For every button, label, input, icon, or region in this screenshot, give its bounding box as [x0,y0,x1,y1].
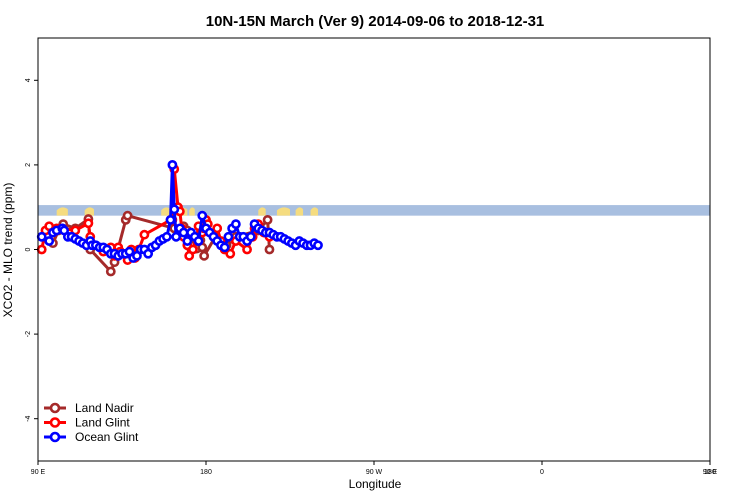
x-axis-label: Longitude [349,477,402,491]
band-land [310,207,318,216]
y-tick-label: -2 [25,331,32,337]
band-land [189,207,195,216]
data-point [223,231,234,242]
data-point [262,214,273,225]
data-point [219,242,230,253]
band-land [56,207,68,216]
data-point [193,236,204,246]
legend-swatch-marker [49,402,61,414]
data-point [36,231,47,242]
band-land [258,207,266,216]
data-point [197,210,208,221]
data-point [242,244,252,255]
chart-title: 10N-15N March (Ver 9) 2014-09-06 to 2018… [206,13,545,30]
data-point [199,250,210,261]
zonal-band [38,205,710,216]
legend-swatch-marker [49,431,61,443]
x-tick-label: 90 W [366,469,383,476]
data-point [212,223,223,234]
x-tick-label: 90 E [31,469,46,476]
legend-label: Land Nadir [75,401,134,415]
data-point [36,244,47,255]
legend-swatch-marker [49,417,61,428]
data-point [167,159,178,170]
data-point [105,266,116,277]
x-tick-label: 180 [200,469,212,476]
data-point [264,244,275,255]
band-land [161,207,171,216]
data-point [165,214,176,225]
data-point [44,236,55,246]
band-ocean [38,205,710,216]
data-point [182,236,193,246]
legend-label: Ocean Glint [75,430,139,444]
data-point [161,231,172,242]
y-axis-label: XCO2 - MLO trend (ppm) [1,183,15,318]
y-tick-label: 0 [25,247,32,251]
y-tick-label: -4 [25,415,32,421]
data-point [139,229,150,240]
data-point [188,244,198,255]
band-land [295,207,304,216]
data-point [245,231,256,242]
data-point [178,227,189,238]
band-land [276,207,290,216]
x-tick-label: 0 [540,469,544,476]
x-tick-label: 180 [704,469,716,476]
band-land [84,207,94,216]
data-point [122,210,133,221]
data-point [83,218,94,229]
legend-label: Land Glint [75,416,130,430]
y-tick-label: 2 [25,163,32,167]
data-point [169,204,180,215]
data-point [313,240,323,251]
x-tick-label: 90 E [703,469,718,476]
series-layer [36,159,323,277]
data-point [225,248,236,259]
y-tick-label: 4 [25,78,32,82]
data-point [171,231,182,242]
data-point [230,219,241,230]
